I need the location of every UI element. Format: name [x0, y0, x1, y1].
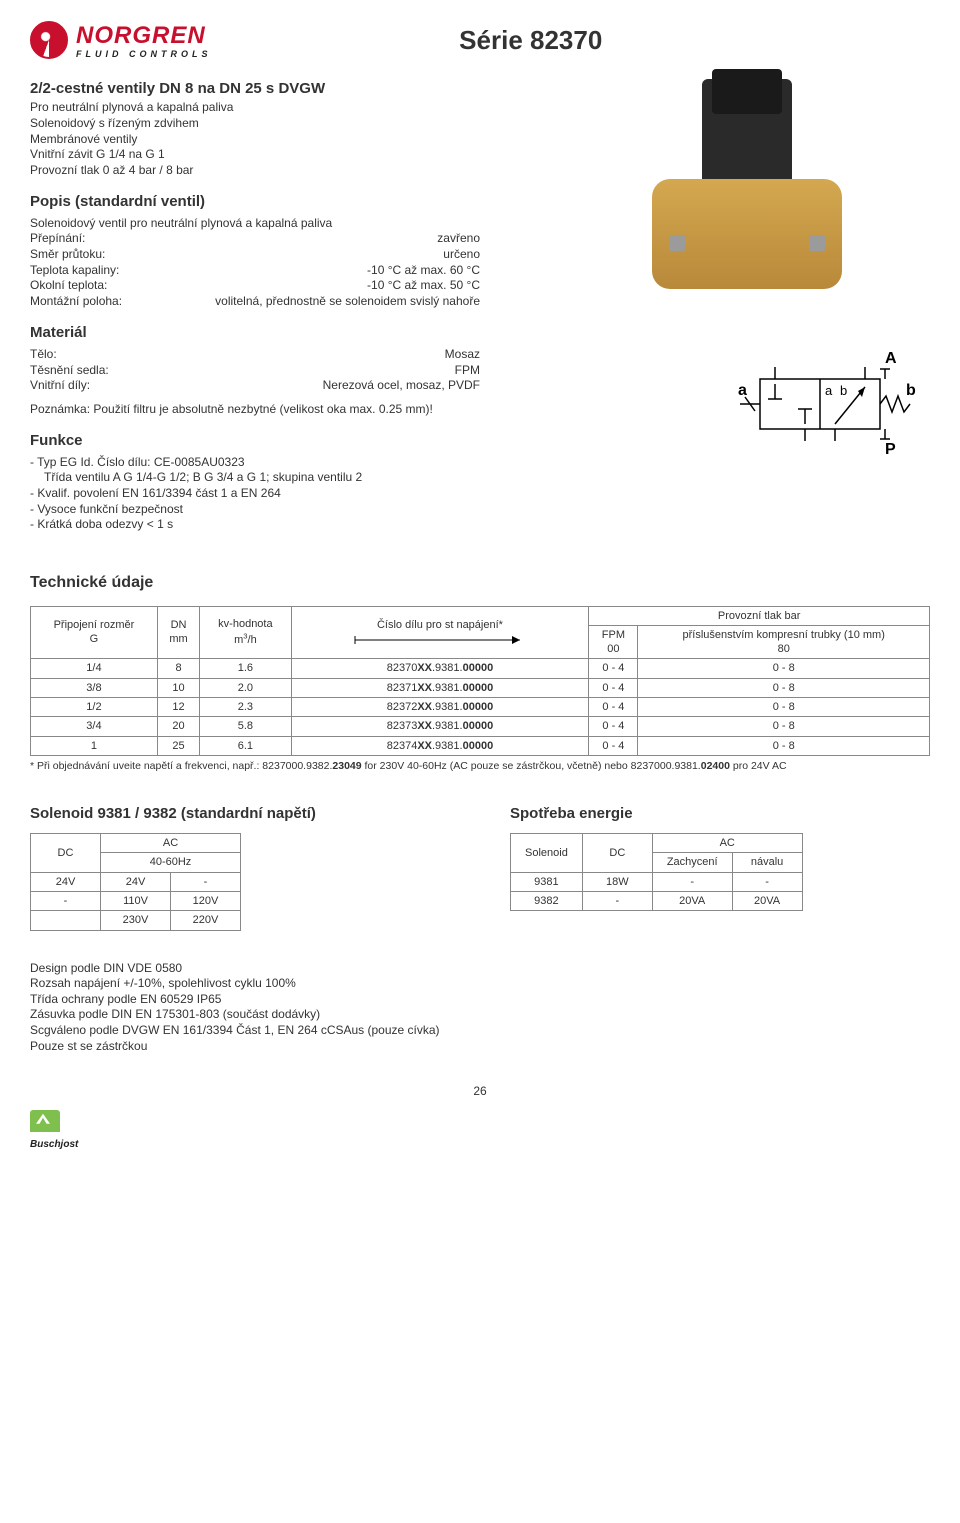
energy-block: Spotřeba energie Solenoid DC AC Zachycen… [510, 804, 930, 931]
popis-list: Přepínání:zavřenoSměr průtoku:určenoTepl… [30, 231, 535, 309]
funkce-item: Třída ventilu A G 1/4-G 1/2; B G 3/4 a G… [30, 470, 535, 486]
footer-note-line: Rozsah napájení +/-10%, spolehlivost cyk… [30, 976, 930, 992]
table-row: 24V24V- [31, 872, 241, 891]
norgren-swirl-icon [30, 21, 68, 59]
material-row: Tělo:Mosaz [30, 347, 535, 363]
footer-note-line: Třída ochrany podle EN 60529 IP65 [30, 992, 930, 1008]
material-row: Vnitřní díly:Nerezová ocel, mosaz, PVDF [30, 378, 535, 394]
bolt-icon [809, 235, 825, 251]
series-title: Série 82370 [132, 24, 931, 58]
solenoid-table: DC AC 40-60Hz 24V24V--110V120V230V220V [30, 833, 241, 930]
material-note: Poznámka: Použití filtru je absolutně ne… [30, 402, 535, 418]
popis-row: Okolní teplota:-10 °C až max. 50 °C [30, 278, 535, 294]
intro-line: Pro neutrální plynová a kapalná paliva [30, 100, 535, 116]
bolt-icon [669, 235, 685, 251]
funkce-title: Funkce [30, 431, 535, 451]
intro-block: 2/2-cestné ventily DN 8 na DN 25 s DVGW … [30, 79, 535, 178]
funkce-item: Krátká doba odezvy < 1 s [30, 517, 535, 533]
table-row: 1/481.682370XX.9381.000000 - 40 - 8 [31, 659, 930, 678]
page-number: 26 [30, 1084, 930, 1100]
tech-table: Připojení rozměrG DNmm kv-hodnotam3/h Čí… [30, 606, 930, 756]
product-image [617, 79, 877, 309]
solenoid-block: Solenoid 9381 / 9382 (standardní napětí)… [30, 804, 450, 931]
funkce-item: Kvalif. povolení EN 161/3394 část 1 a EN… [30, 486, 535, 502]
schematic-label-a-outer: a [738, 382, 747, 399]
footer-note-line: Pouze st se zástrčkou [30, 1039, 930, 1055]
schematic-label-b-outer: b [906, 382, 916, 399]
table-row: -110V120V [31, 891, 241, 910]
intro-line: Solenoidový s řízeným zdvihem [30, 116, 535, 132]
intro-line: Provozní tlak 0 až 4 bar / 8 bar [30, 163, 535, 179]
page-header: NORGREN FLUID CONTROLS Série 82370 [30, 20, 930, 61]
table-row: 1/2122.382372XX.9381.000000 - 40 - 8 [31, 698, 930, 717]
footer-notes: Design podle DIN VDE 0580Rozsah napájení… [30, 961, 930, 1055]
material-row: Těsnění sedla:FPM [30, 363, 535, 379]
buschjost-mark-icon [30, 1110, 60, 1132]
funkce-item: Typ EG Id. Číslo dílu: CE-0085AU0323 [30, 455, 535, 471]
tech-title: Technické údaje [30, 573, 930, 594]
tech-footnote: * Při objednávání uveite napětí a frekve… [30, 760, 930, 774]
schematic-label-P: P [885, 441, 896, 458]
popis-row: Montážní poloha:volitelná, přednostně se… [30, 294, 535, 310]
popis-title: Popis (standardní ventil) [30, 192, 535, 212]
table-row: 1256.182374XX.9381.000000 - 40 - 8 [31, 736, 930, 755]
schematic-label-a-inner: a [825, 383, 833, 398]
buschjost-logo: Buschjost [30, 1110, 110, 1152]
intro-lines: Pro neutrální plynová a kapalná palivaSo… [30, 100, 535, 178]
valve-body-icon [652, 179, 842, 289]
footer-note-line: Design podle DIN VDE 0580 [30, 961, 930, 977]
funkce-block: Typ EG Id. Číslo dílu: CE-0085AU0323Tříd… [30, 455, 535, 533]
popis-subtitle: Solenoidový ventil pro neutrální plynová… [30, 216, 535, 232]
schematic-label-A: A [885, 350, 897, 367]
popis-row: Přepínání:zavřeno [30, 231, 535, 247]
schematic-diagram: A P a b a b [720, 349, 920, 469]
footer-note-line: Zásuvka podle DIN EN 175301-803 (součást… [30, 1007, 930, 1023]
popis-row: Směr průtoku:určeno [30, 247, 535, 263]
material-list: Tělo:MosazTěsnění sedla:FPMVnitřní díly:… [30, 347, 535, 394]
schematic-label-b-inner: b [840, 383, 847, 398]
table-row: 230V220V [31, 911, 241, 930]
intro-title: 2/2-cestné ventily DN 8 na DN 25 s DVGW [30, 79, 535, 99]
funkce-item: Vysoce funkční bezpečnost [30, 502, 535, 518]
table-row: 3/8102.082371XX.9381.000000 - 40 - 8 [31, 678, 930, 697]
intro-line: Vnitřní závit G 1/4 na G 1 [30, 147, 535, 163]
table-row: 3/4205.882373XX.9381.000000 - 40 - 8 [31, 717, 930, 736]
energy-title: Spotřeba energie [510, 804, 930, 824]
material-title: Materiál [30, 323, 535, 343]
footer-note-line: Scgváleno podle DVGW EN 161/3394 Část 1,… [30, 1023, 930, 1039]
popis-row: Teplota kapaliny:-10 °C až max. 60 °C [30, 263, 535, 279]
buschjost-name: Buschjost [30, 1138, 110, 1151]
table-row: 938118W-- [511, 872, 803, 891]
table-row: 9382-20VA20VA [511, 891, 803, 910]
energy-table: Solenoid DC AC Zachycení návalu 938118W-… [510, 833, 803, 911]
intro-line: Membránové ventily [30, 132, 535, 148]
solenoid-title: Solenoid 9381 / 9382 (standardní napětí) [30, 804, 450, 824]
